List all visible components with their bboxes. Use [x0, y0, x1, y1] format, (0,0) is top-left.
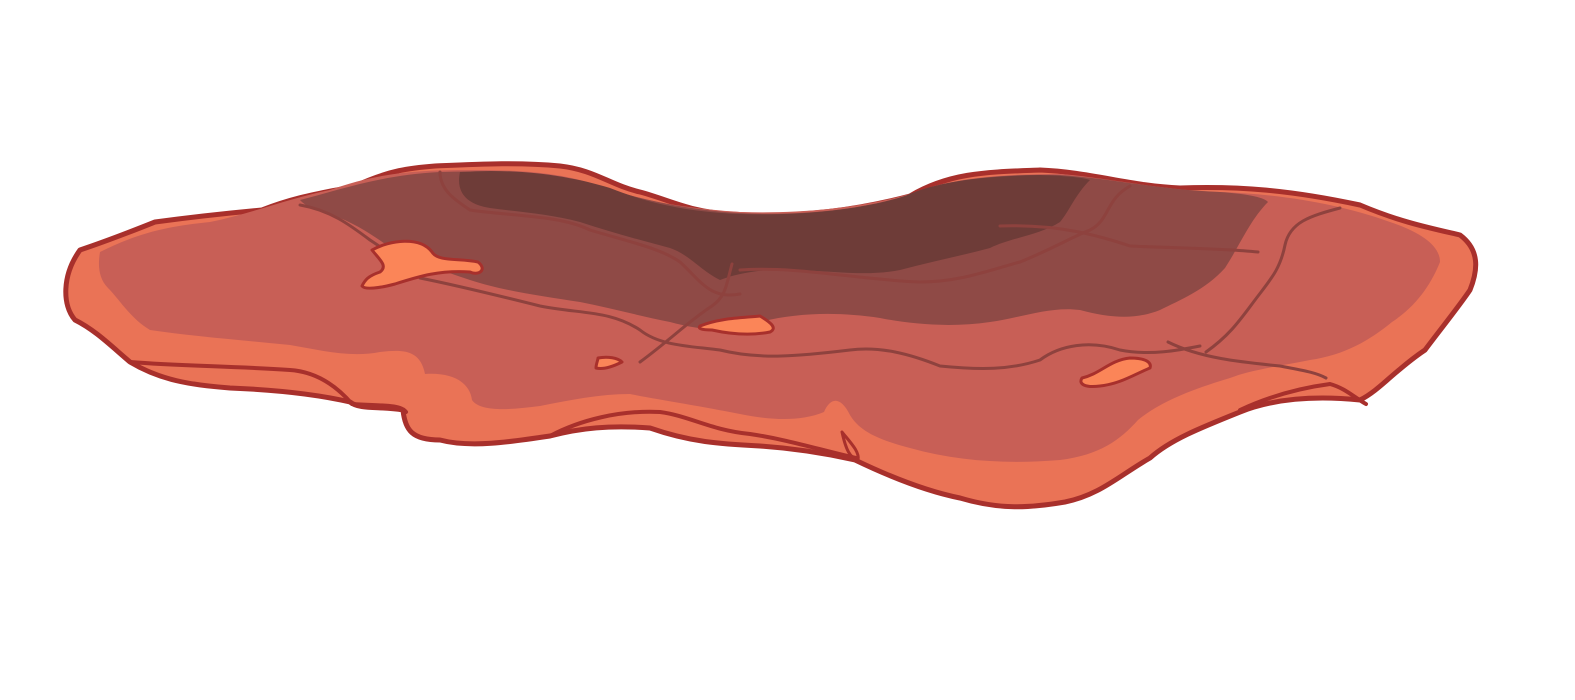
rock-cracks — [298, 170, 1342, 380]
crack-line — [1166, 340, 1328, 380]
rock-front-lip-outline — [548, 409, 858, 460]
rock-highlights — [360, 239, 1152, 462]
crack-line — [438, 170, 742, 297]
crack-line — [738, 184, 1132, 284]
crack-line — [418, 276, 1202, 370]
highlight-pebble — [697, 314, 775, 336]
rock-front-lip-outline — [1238, 381, 1368, 412]
highlight-pebble — [1079, 356, 1152, 388]
crack-tip — [840, 430, 860, 462]
highlight-pebble — [594, 355, 624, 370]
rock-front-lip-outline — [128, 360, 408, 414]
crack-line — [998, 224, 1260, 254]
highlight-pebble — [360, 239, 484, 290]
rock-crater-deep-shadow — [459, 170, 1091, 280]
crack-line — [1204, 206, 1342, 354]
crack-line — [638, 262, 734, 364]
